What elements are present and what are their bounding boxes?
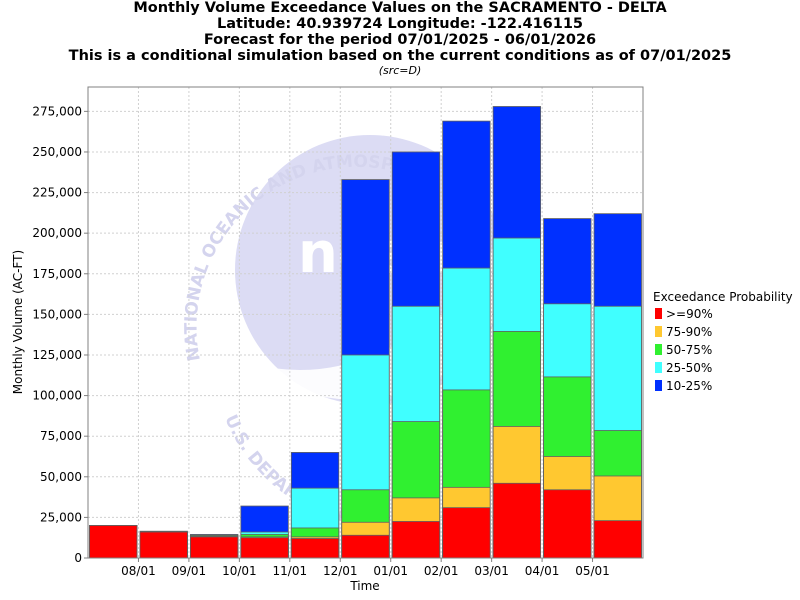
x-tick-label: 05/01: [575, 564, 610, 578]
legend-title: Exceedance Probability: [653, 290, 793, 304]
y-tick-label: 200,000: [32, 226, 82, 240]
x-tick-label: 09/01: [172, 564, 207, 578]
x-tick-label: 12/01: [323, 564, 358, 578]
legend-item-label: 50-75%: [666, 343, 712, 357]
legend: Exceedance Probability >=90% 75-90% 50-75%…: [653, 290, 793, 393]
chart-titles: Monthly Volume Exceedance Values on the …: [0, 0, 800, 78]
y-tick-label: 0: [74, 551, 82, 565]
x-axis-label: Time: [349, 579, 379, 593]
x-tick-label: 03/01: [474, 564, 509, 578]
bar-segment: [341, 534, 390, 559]
bar-segment: [442, 507, 491, 559]
y-tick-label: 150,000: [32, 307, 82, 321]
chart-source-note: (src=D): [378, 64, 422, 77]
bar-segment: [391, 521, 441, 559]
x-axis: 08/01 09/01 10/01 11/01 12/01 01/01 02/01 03/01…: [121, 558, 610, 578]
y-tick-label: 225,000: [32, 186, 82, 200]
legend-swatch: [655, 380, 662, 391]
bar-segment: [89, 525, 138, 559]
x-tick-label: 10/01: [222, 564, 257, 578]
y-tick-label: 250,000: [32, 145, 82, 159]
legend-item-label: 75-90%: [666, 325, 712, 339]
y-tick-label: 75,000: [40, 429, 82, 443]
y-axis-label: Monthly Volume (AC-FT): [11, 250, 25, 394]
legend-item-label: 10-25%: [666, 379, 712, 393]
legend-swatch: [655, 308, 662, 319]
chart-subtitle-location: Latitude: 40.939724 Longitude: -122.4161…: [216, 16, 584, 32]
x-tick-label: 11/01: [273, 564, 308, 578]
bar-segment: [139, 531, 188, 559]
x-tick-label: 08/01: [121, 564, 156, 578]
legend-swatch: [655, 362, 662, 373]
y-tick-label: 25,000: [40, 510, 82, 524]
y-tick-label: 275,000: [32, 104, 82, 118]
x-tick-label: 01/01: [373, 564, 408, 578]
bars: [89, 106, 642, 559]
legend-item-label: >=90%: [666, 307, 713, 321]
y-tick-label: 100,000: [32, 389, 82, 403]
y-axis: 0 25,000 50,000 75,000 100,000 125,000 150,000…: [32, 104, 88, 565]
legend-swatch: [655, 326, 662, 337]
bar-segment: [290, 538, 340, 559]
y-tick-label: 50,000: [40, 470, 82, 484]
y-tick-label: 175,000: [32, 267, 82, 281]
legend-swatch: [655, 344, 662, 355]
bar-segment: [190, 536, 239, 559]
y-tick-label: 125,000: [32, 348, 82, 362]
bar-segment: [492, 482, 541, 559]
bar-segment: [543, 489, 592, 559]
chart-subtitle-conditions: This is a conditional simulation based o…: [68, 48, 732, 64]
x-tick-label: 04/01: [525, 564, 560, 578]
plot-border: [87, 86, 644, 559]
legend-item-label: 25-50%: [666, 361, 712, 375]
bar-segment: [593, 520, 642, 559]
chart-title: Monthly Volume Exceedance Values on the …: [133, 0, 667, 16]
x-tick-label: 02/01: [424, 564, 459, 578]
chart-subtitle-period: Forecast for the period 07/01/2025 - 06/…: [203, 32, 597, 48]
bar-segment: [240, 537, 289, 559]
